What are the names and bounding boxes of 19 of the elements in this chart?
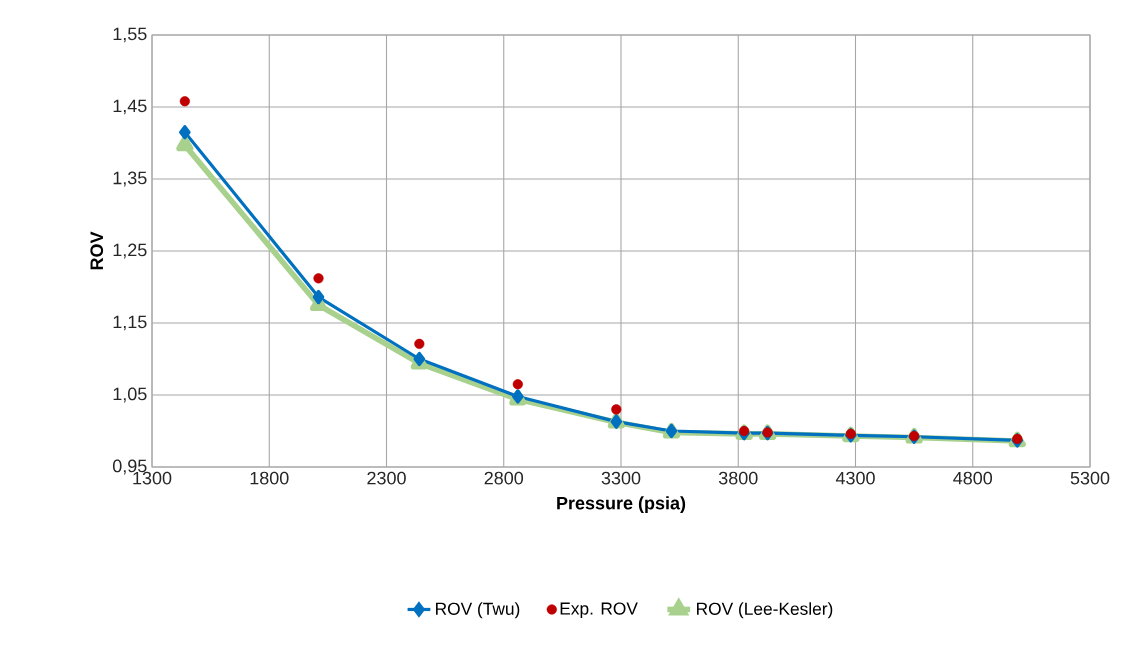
legend-label: ROV (Twu) xyxy=(436,602,520,619)
y-tick-label: 1,25 xyxy=(113,243,147,259)
x-tick-label: 2800 xyxy=(484,471,524,485)
x-tick-label: 3300 xyxy=(601,471,641,485)
y-axis-title: ROV xyxy=(90,231,104,270)
y-tick-label: 1,35 xyxy=(113,171,147,187)
x-tick-label: 4800 xyxy=(953,471,993,485)
legend-label: ROV (Lee-Kesler) xyxy=(697,602,833,619)
y-tick-label: 1,45 xyxy=(113,99,147,115)
x-axis-title: Pressure (psia) xyxy=(557,496,686,514)
y-tick-label: 1,15 xyxy=(113,315,147,331)
x-tick-label: 1800 xyxy=(250,471,289,485)
x-tick-label: 3800 xyxy=(718,471,758,485)
legend-label: Exp. ROV xyxy=(560,602,638,619)
x-tick-label: 5300 xyxy=(1070,471,1110,485)
y-tick-label: 1,55 xyxy=(113,27,147,43)
x-tick-label: 4300 xyxy=(835,471,875,485)
x-tick-label: 2300 xyxy=(367,471,406,485)
y-tick-label: 1,05 xyxy=(113,387,147,403)
